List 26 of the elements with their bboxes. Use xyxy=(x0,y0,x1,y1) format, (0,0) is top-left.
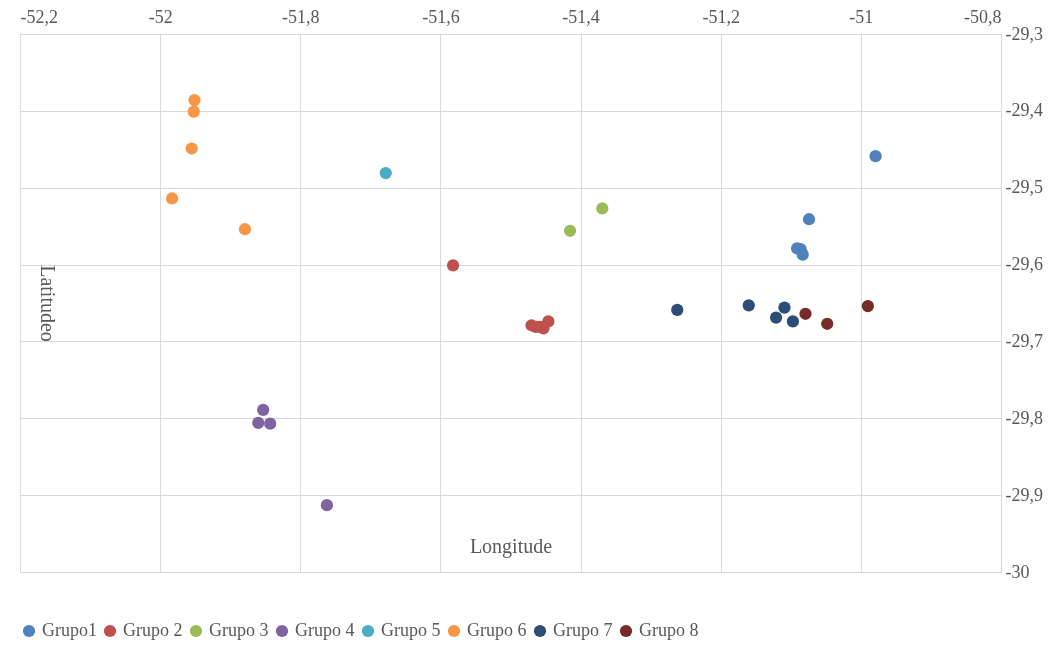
x-tick-label: -51,4 xyxy=(562,6,600,27)
y-tick-label: -29,8 xyxy=(1005,407,1043,428)
x-tick-label: -50,8 xyxy=(964,6,1002,27)
x-tick-label: -51 xyxy=(849,6,874,27)
legend-label: Grupo 5 xyxy=(381,620,441,640)
x-tick-label: -51,2 xyxy=(702,6,740,27)
y-tick-label: -30 xyxy=(1005,561,1030,582)
legend-label: Grupo 2 xyxy=(123,620,183,640)
legend-label: Grupo1 xyxy=(42,620,97,640)
legend-label: Grupo 7 xyxy=(553,620,613,640)
y-tick-label: -29,9 xyxy=(1005,484,1043,505)
x-tick-label: -51,6 xyxy=(422,6,460,27)
y-axis-title: Latitudeo xyxy=(36,265,59,342)
x-axis-title: Longitude xyxy=(469,534,553,558)
legend-label: Grupo 3 xyxy=(209,620,269,640)
legend-label: Grupo 6 xyxy=(467,620,527,640)
y-tick-label: -29,5 xyxy=(1005,177,1043,198)
y-tick-label: -29,7 xyxy=(1005,330,1043,351)
x-tick-label: -52 xyxy=(148,6,173,27)
legend-label: Grupo 8 xyxy=(639,620,699,640)
y-tick-label: -29,3 xyxy=(1005,23,1043,44)
legend-label: Grupo 4 xyxy=(295,620,355,640)
y-tick-label: -29,4 xyxy=(1005,100,1043,121)
x-tick-label: -51,8 xyxy=(282,6,320,27)
y-tick-label: -29,6 xyxy=(1005,254,1043,275)
x-tick-label: -52,2 xyxy=(20,6,58,27)
